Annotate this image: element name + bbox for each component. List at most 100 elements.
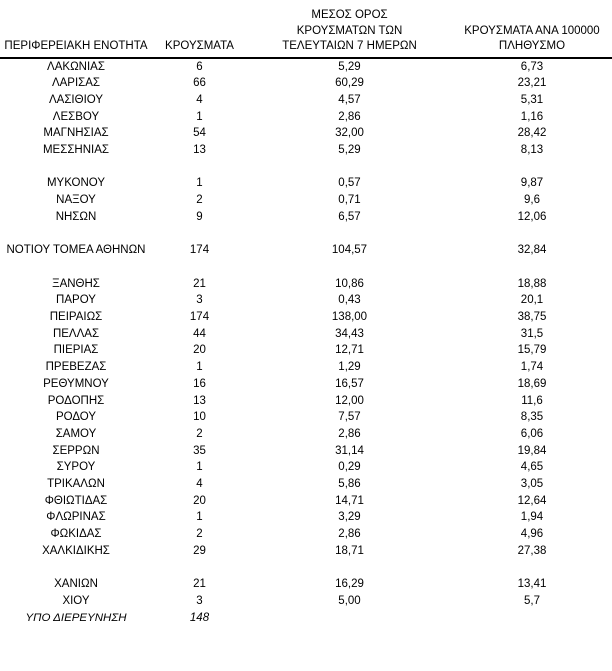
cell-cases: 174	[189, 244, 210, 257]
cell-region-name: ΛΑΡΙΣΑΣ	[51, 77, 101, 90]
table-row: ΧΑΝΙΩΝ 21 16,29 13,41	[0, 576, 612, 593]
cell-per100k: 4,96	[520, 528, 544, 541]
cell-avg7: 2,86	[338, 528, 361, 541]
cell-cases: 148	[189, 611, 210, 624]
cell-region-name: ΛΕΣΒΟΥ	[52, 110, 100, 123]
table-row: ΛΑΚΩΝΙΑΣ 6 5,29 6,73	[0, 58, 612, 76]
cell-avg7	[247, 610, 452, 627]
cell-region-name: ΣΕΡΡΩΝ	[52, 444, 100, 457]
header-region: ΠΕΡΙΦΕΡΕΙΑΚΗ ΕΝΟΤΗΤΑ	[0, 8, 152, 59]
cell-per100k: 5,7	[524, 594, 540, 607]
cell-region-name: ΠΡΕΒΕΖΑΣ	[45, 361, 107, 374]
cell-cases	[152, 259, 247, 276]
cell-cases: 3	[196, 594, 203, 607]
cell-cases: 4	[196, 93, 203, 106]
spacer-row	[0, 259, 612, 276]
cell-cases: 9	[196, 210, 203, 223]
cell-region-name: ΧΑΛΚΙΔΙΚΗΣ	[42, 544, 110, 557]
table-row: ΠΡΕΒΕΖΑΣ 1 1,29 1,74	[0, 359, 612, 376]
cell-region-name: ΣΥΡΟΥ	[56, 461, 96, 474]
cell-avg7	[247, 159, 452, 176]
cell-region-name: ΜΕΣΣΗΝΙΑΣ	[42, 144, 110, 157]
table-row: ΞΑΝΘΗΣ 21 10,86 18,88	[0, 276, 612, 293]
cell-avg7: 14,71	[335, 494, 364, 507]
cell-avg7: 104,57	[331, 244, 368, 257]
cell-per100k: 20,1	[520, 294, 544, 307]
spacer-row	[0, 159, 612, 176]
cell-cases: 10	[193, 411, 206, 424]
cell-avg7: 34,43	[335, 327, 364, 340]
cell-avg7: 60,29	[335, 77, 364, 90]
cell-avg7: 32,00	[335, 127, 364, 140]
table-row: ΝΟΤΙΟΥ ΤΟΜΕΑ ΑΘΗΝΩΝ 174 104,57 32,84	[0, 242, 612, 259]
cell-avg7: 4,57	[338, 93, 361, 106]
cell-per100k: 8,13	[520, 144, 544, 157]
table-row: ΠΙΕΡΙΑΣ 20 12,71 15,79	[0, 342, 612, 359]
header-cases: ΚΡΟΥΣΜΑΤΑ	[152, 8, 247, 59]
cell-region-name: ΝΗΣΩΝ	[55, 210, 97, 223]
table-row: ΠΕΙΡΑΙΩΣ 174 138,00 38,75	[0, 309, 612, 326]
cell-cases: 20	[193, 344, 206, 357]
cell-avg7: 7,57	[338, 411, 361, 424]
cell-avg7: 6,57	[338, 210, 361, 223]
cell-region-name	[0, 159, 152, 176]
table-row: ΦΛΩΡΙΝΑΣ 1 3,29 1,94	[0, 509, 612, 526]
cell-region-name: ΡΟΔΟΥ	[55, 411, 97, 424]
cell-avg7: 0,43	[338, 294, 361, 307]
cell-per100k: 9,87	[520, 177, 544, 190]
cell-cases	[152, 560, 247, 577]
cell-avg7: 138,00	[331, 311, 368, 323]
table-row: ΛΑΡΙΣΑΣ 66 60,29 23,21	[0, 75, 612, 92]
cell-region-name: ΦΩΚΙΔΑΣ	[50, 528, 102, 541]
cell-per100k: 38,75	[517, 311, 547, 323]
table-row: ΤΡΙΚΑΛΩΝ 4 5,86 3,05	[0, 476, 612, 493]
cell-avg7: 16,57	[335, 377, 364, 390]
cell-cases: 21	[193, 277, 206, 290]
header-row: ΠΕΡΙΦΕΡΕΙΑΚΗ ΕΝΟΤΗΤΑ ΚΡΟΥΣΜΑΤΑ ΜΕΣΟΣ ΟΡΟ…	[0, 8, 612, 59]
cell-per100k: 5,31	[520, 93, 544, 106]
table-row: ΦΩΚΙΔΑΣ 2 2,86 4,96	[0, 526, 612, 543]
header-avg7: ΜΕΣΟΣ ΟΡΟΣ ΚΡΟΥΣΜΑΤΩΝ ΤΩΝ ΤΕΛΕΥΤΑΙΩΝ 7 Η…	[247, 8, 452, 59]
cell-region-name: ΝΑΞΟΥ	[56, 194, 96, 207]
cell-per100k: 6,06	[520, 427, 544, 440]
cell-cases: 66	[193, 77, 206, 90]
cell-cases: 1	[196, 511, 203, 524]
cell-avg7: 10,86	[335, 277, 364, 290]
cell-cases: 20	[193, 494, 206, 507]
table-header: ΠΕΡΙΦΕΡΕΙΑΚΗ ΕΝΟΤΗΤΑ ΚΡΟΥΣΜΑΤΑ ΜΕΣΟΣ ΟΡΟ…	[0, 8, 612, 59]
cell-per100k: 13,41	[517, 578, 547, 591]
cell-avg7: 5,29	[338, 60, 361, 73]
cell-cases: 29	[193, 544, 206, 557]
cell-region-name: ΤΡΙΚΑΛΩΝ	[47, 478, 105, 491]
cell-avg7: 12,71	[335, 344, 364, 357]
cell-per100k	[452, 159, 612, 176]
cell-per100k: 32,84	[517, 244, 547, 257]
cell-cases: 1	[196, 461, 203, 474]
cell-avg7	[247, 560, 452, 577]
cell-cases: 2	[196, 194, 203, 207]
cell-per100k: 28,42	[517, 127, 547, 140]
cell-cases: 13	[193, 144, 206, 157]
cell-per100k	[452, 560, 612, 577]
cell-per100k: 15,79	[517, 344, 547, 357]
table-row: ΠΕΛΛΑΣ 44 34,43 31,5	[0, 326, 612, 343]
cell-avg7: 0,71	[338, 194, 361, 207]
spacer-row	[0, 226, 612, 243]
cell-region-name	[0, 226, 152, 243]
cell-region-name: ΡΕΘΥΜΝΟΥ	[43, 377, 109, 390]
table-row: ΛΕΣΒΟΥ 1 2,86 1,16	[0, 109, 612, 126]
cell-avg7: 5,29	[338, 144, 361, 157]
cell-per100k: 4,65	[520, 461, 544, 474]
table-row: ΡΟΔΟΥ 10 7,57 8,35	[0, 409, 612, 426]
cell-cases: 44	[193, 327, 206, 340]
cell-region-name: ΜΑΓΝΗΣΙΑΣ	[43, 127, 109, 140]
cell-cases: 2	[196, 427, 203, 440]
cell-region-name: ΠΑΡΟΥ	[56, 294, 96, 307]
cell-per100k	[452, 226, 612, 243]
cell-avg7: 2,86	[338, 110, 361, 123]
cell-region-name	[0, 259, 152, 276]
cell-cases: 1	[196, 177, 203, 190]
cell-per100k: 8,35	[520, 411, 544, 424]
cell-region-name: ΛΑΚΩΝΙΑΣ	[47, 60, 105, 73]
cell-region-name: ΞΑΝΘΗΣ	[52, 277, 100, 290]
